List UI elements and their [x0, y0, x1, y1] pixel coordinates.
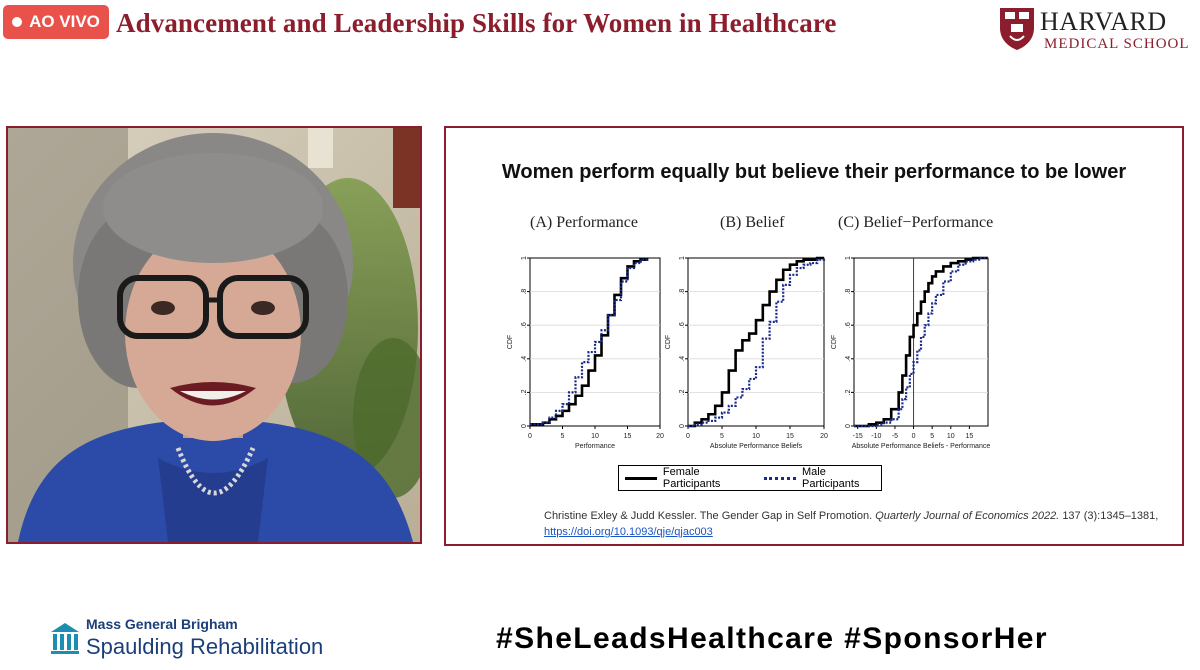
panel-0-ytick-label: 1 — [521, 256, 528, 260]
mgb-org-name: Mass General Brigham — [86, 616, 238, 632]
legend-male-swatch — [764, 476, 796, 480]
panel-1-series-male — [688, 258, 826, 428]
panel-2-ytick-label: .2 — [845, 389, 852, 395]
panel-0-xlabel: Performance — [575, 443, 615, 450]
panel-1-ytick-label: .2 — [679, 389, 686, 395]
panel-1-ylabel: CDF — [665, 335, 672, 349]
panel-2-ytick-label: 1 — [845, 256, 852, 260]
speaker-video — [6, 126, 422, 544]
panel-2-xtick-label: -15 — [853, 433, 863, 440]
panel-0-ytick-label: .6 — [521, 322, 528, 328]
panel-1-xtick-label: 0 — [686, 433, 690, 440]
panel-1-xtick-label: 10 — [752, 433, 760, 440]
panel-1-frame — [687, 257, 825, 427]
panel-0-xtick-label: 0 — [528, 433, 532, 440]
live-badge: AO VIVO — [3, 5, 109, 39]
live-badge-label: AO VIVO — [29, 12, 100, 31]
panel-2-ylabel: CDF — [831, 335, 838, 349]
legend-female-swatch — [625, 476, 657, 480]
panel-0-xtick-label: 15 — [624, 433, 632, 440]
hashtags: #SheLeadsHealthcare #SponsorHer — [496, 622, 1048, 655]
mgb-logo: Mass General Brigham Spaulding Rehabilit… — [50, 616, 350, 660]
panel-b-title: (B) Belief — [720, 214, 785, 231]
citation-authors: Christine Exley & Judd Kessler. The Gend… — [544, 510, 873, 522]
panel-1-series-female — [688, 256, 824, 428]
panel-1-ytick-label: .8 — [679, 289, 686, 295]
panel-1-xlabel: Absolute Performance Beliefs — [710, 443, 803, 450]
event-title: Advancement and Leadership Skills for Wo… — [116, 8, 837, 38]
panel-0-series-female — [530, 258, 649, 426]
panel-c-title: (C) Belief−Performance — [838, 214, 994, 231]
shared-slide: Women perform equally but believe their … — [444, 126, 1184, 546]
legend-female: Female Participants — [619, 466, 754, 490]
panel-1-ytick-label: 1 — [679, 256, 686, 260]
live-dot-icon — [12, 17, 23, 27]
chart-legend: Female Participants Male Participants — [618, 465, 882, 491]
panel-1-ytick-label: .4 — [679, 356, 686, 362]
legend-male-label: Male Participants — [802, 466, 860, 490]
panel-0-ytick-label: 0 — [521, 424, 528, 428]
panel-a-title: (A) Performance — [530, 214, 638, 231]
slide-title: Women perform equally but believe their … — [501, 161, 1127, 183]
panel-2-xtick-label: -5 — [892, 433, 898, 440]
panel-1-xtick-label: 5 — [720, 433, 724, 440]
panel-2-xtick-label: 5 — [930, 433, 934, 440]
panel-1-ytick-label: .6 — [679, 322, 686, 328]
panel-2-ytick-label: 0 — [845, 424, 852, 428]
hms-logo-name: HARVARD — [1040, 7, 1167, 36]
harvard-shield-icon — [1000, 8, 1034, 50]
building-icon — [51, 623, 79, 654]
mgb-dept-name: Spaulding Rehabilitation — [86, 634, 324, 659]
panel-2-ytick-label: .8 — [845, 289, 852, 295]
panel-2-ytick-label: .6 — [845, 322, 852, 328]
legend-female-label: Female Participants — [662, 466, 721, 490]
speaker-video-frame — [8, 128, 420, 542]
panel-0-xtick-label: 10 — [591, 433, 599, 440]
hms-logo: HARVARD MEDICAL SCHOOL — [996, 6, 1196, 56]
legend-male: Male Participants — [754, 466, 881, 490]
panel-2-series-male — [854, 256, 988, 428]
panel-1-xtick-label: 20 — [820, 433, 828, 440]
panel-2-xlabel: Absolute Performance Beliefs - Performan… — [852, 443, 991, 450]
cdf-charts: 0.2.4.6.810 5 10 15 20PerformanceCDF0.2.4.6.… — [507, 256, 991, 450]
panel-2-xtick-label: 0 — [912, 433, 916, 440]
panel-2-xtick-label: 15 — [965, 433, 973, 440]
panel-0-xtick-label: 5 — [561, 433, 565, 440]
panel-2-xtick-label: -10 — [871, 433, 881, 440]
panel-1-xtick-label: 15 — [786, 433, 794, 440]
panel-0-ylabel: CDF — [507, 335, 514, 349]
citation-journal: Quarterly Journal of Economics 2022. — [875, 510, 1060, 522]
slide-citation: Christine Exley & Judd Kessler. The Gend… — [544, 508, 1174, 540]
panel-1-ytick-label: 0 — [679, 424, 686, 428]
citation-link[interactable]: https://doi.org/10.1093/qje/qjac003 — [544, 526, 713, 538]
panel-0-series-male — [530, 258, 649, 426]
hms-logo-sub: MEDICAL SCHOOL — [1044, 36, 1190, 52]
panel-2-xtick-label: 10 — [947, 433, 955, 440]
panel-0-ytick-label: .4 — [521, 356, 528, 362]
panel-2-frame — [853, 257, 989, 427]
panel-0-ytick-label: .8 — [521, 289, 528, 295]
panel-0-xtick-label: 20 — [656, 433, 664, 440]
citation-pages: 137 (3):1345–1381, — [1062, 510, 1159, 522]
panel-0-ytick-label: .2 — [521, 389, 528, 395]
panel-2-ytick-label: .4 — [845, 356, 852, 362]
